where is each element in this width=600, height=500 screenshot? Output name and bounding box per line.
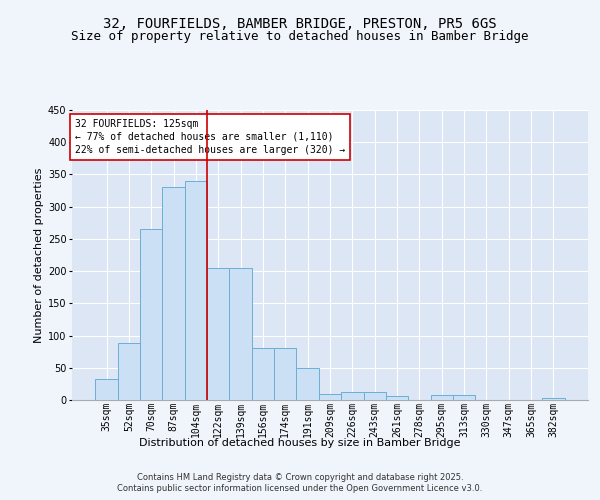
Bar <box>341 392 364 400</box>
Bar <box>207 268 229 400</box>
Bar <box>118 344 140 400</box>
Bar <box>140 229 163 400</box>
Bar <box>252 348 274 400</box>
Text: Size of property relative to detached houses in Bamber Bridge: Size of property relative to detached ho… <box>71 30 529 43</box>
Bar <box>274 348 296 400</box>
Text: Contains public sector information licensed under the Open Government Licence v3: Contains public sector information licen… <box>118 484 482 493</box>
Bar <box>296 368 319 400</box>
Bar <box>364 392 386 400</box>
Bar <box>185 181 207 400</box>
Text: Contains HM Land Registry data © Crown copyright and database right 2025.: Contains HM Land Registry data © Crown c… <box>137 472 463 482</box>
Text: 32 FOURFIELDS: 125sqm
← 77% of detached houses are smaller (1,110)
22% of semi-d: 32 FOURFIELDS: 125sqm ← 77% of detached … <box>74 118 345 155</box>
Bar <box>542 398 565 400</box>
Text: 32, FOURFIELDS, BAMBER BRIDGE, PRESTON, PR5 6GS: 32, FOURFIELDS, BAMBER BRIDGE, PRESTON, … <box>103 18 497 32</box>
Y-axis label: Number of detached properties: Number of detached properties <box>34 168 44 342</box>
Bar <box>431 395 453 400</box>
Bar <box>386 396 408 400</box>
Bar <box>319 394 341 400</box>
Text: Distribution of detached houses by size in Bamber Bridge: Distribution of detached houses by size … <box>139 438 461 448</box>
Bar <box>163 188 185 400</box>
Bar <box>453 395 475 400</box>
Bar <box>95 380 118 400</box>
Bar <box>229 268 252 400</box>
